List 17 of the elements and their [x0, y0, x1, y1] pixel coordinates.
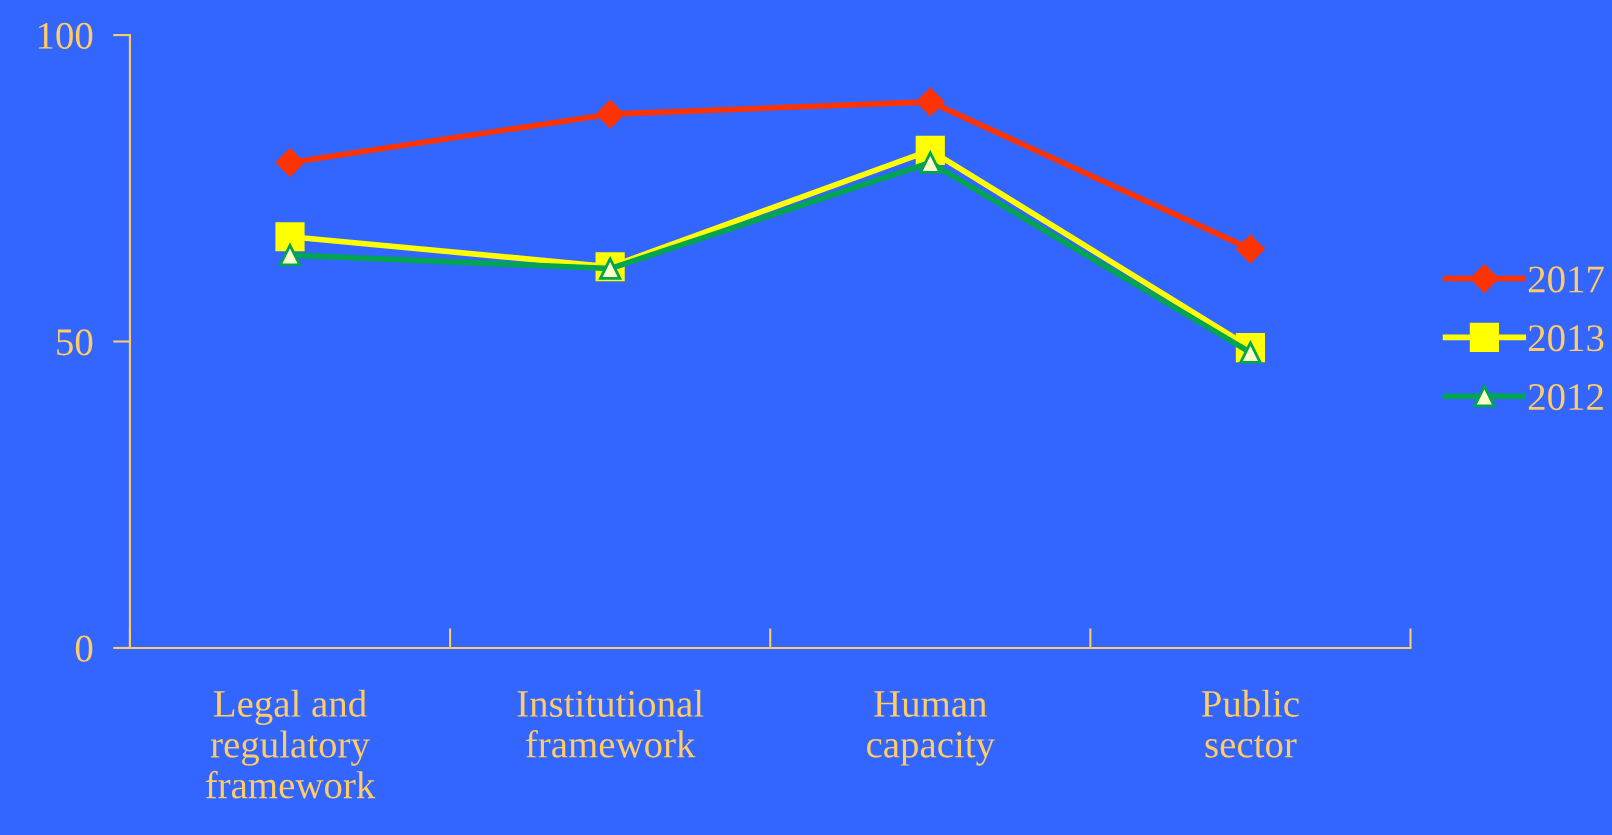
x-tick-label: Human capacity	[866, 691, 995, 766]
y-tick-label: 50	[57, 329, 93, 356]
x-tick-label: Legal and regulatory framework	[205, 689, 376, 799]
legend-label: 2012	[1528, 383, 1603, 411]
x-tick-label: Public sector	[1201, 689, 1299, 758]
point	[919, 151, 942, 174]
point	[595, 99, 625, 129]
point	[278, 243, 302, 267]
point	[916, 87, 945, 117]
point	[1236, 234, 1265, 264]
point	[275, 222, 305, 252]
x-tick-label: Institutional framework	[517, 689, 704, 758]
legend-label: 2017	[1528, 266, 1604, 293]
point	[275, 148, 305, 177]
y-tick-label: 100	[38, 22, 93, 49]
legend-label: 2013	[1528, 325, 1604, 352]
y-tick-label: 0	[75, 635, 93, 662]
